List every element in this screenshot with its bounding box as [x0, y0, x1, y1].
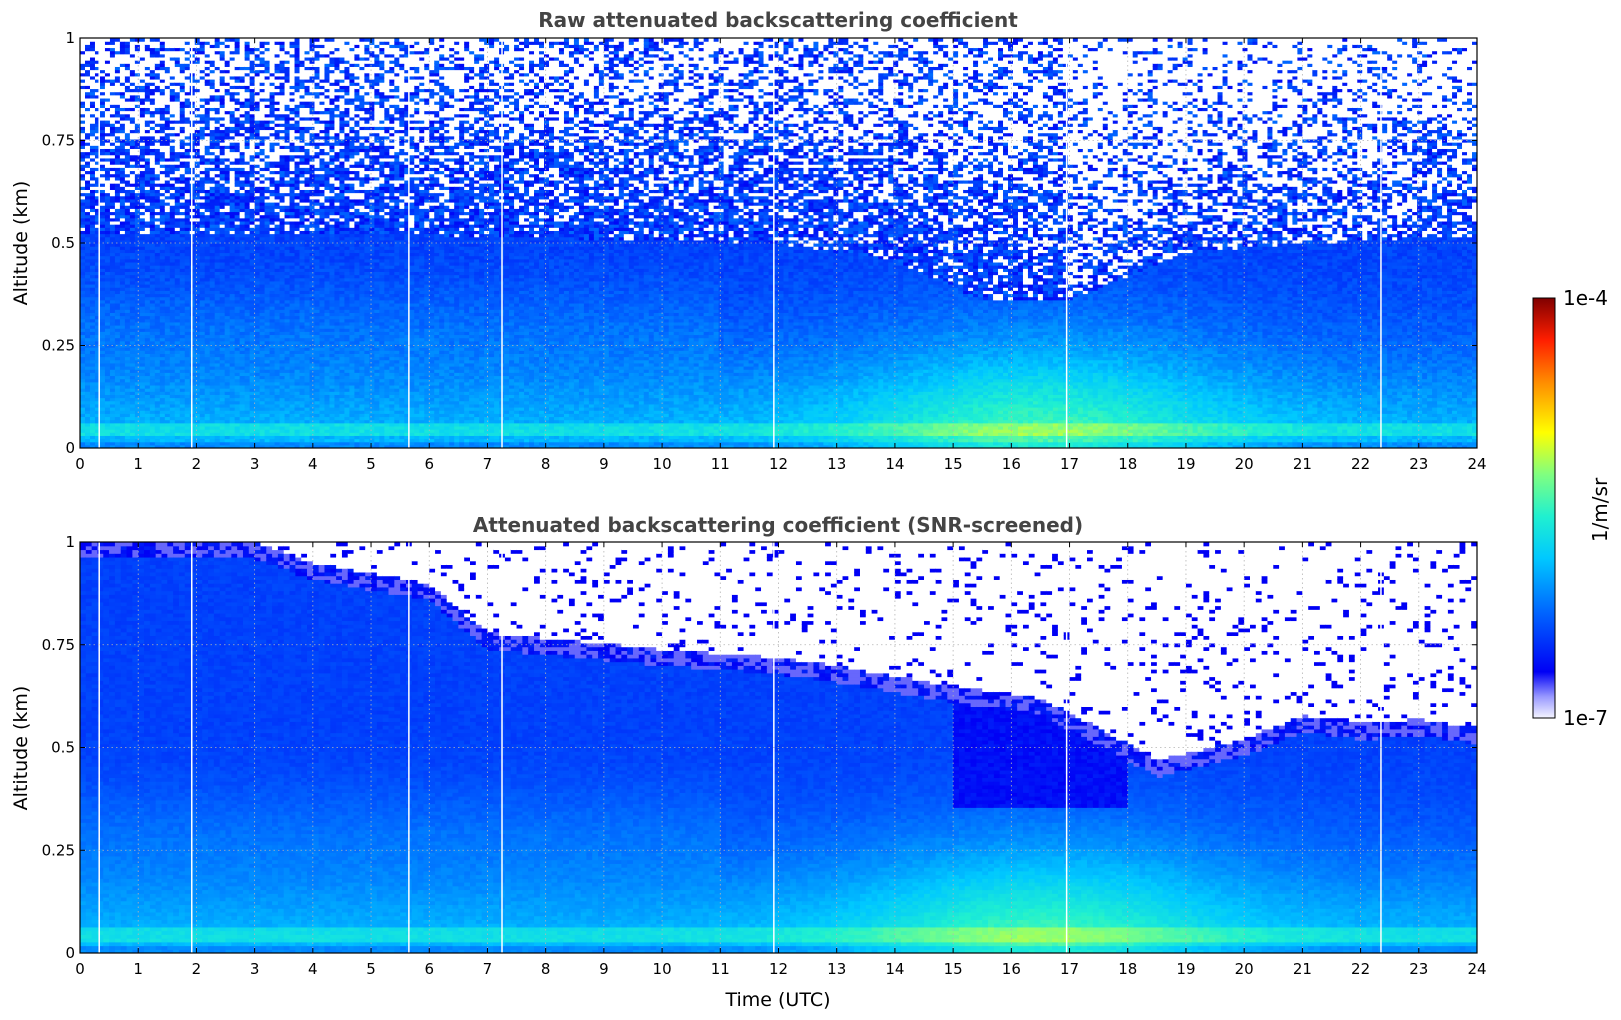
panel-title: Raw attenuated backscattering coefficien…: [538, 8, 1018, 32]
panel-raw: Raw attenuated backscattering coefficien…: [10, 8, 1487, 473]
